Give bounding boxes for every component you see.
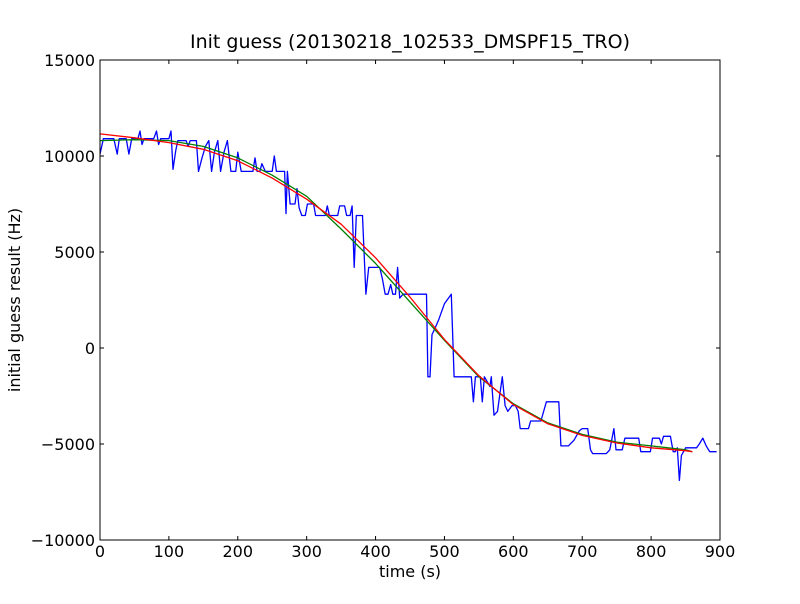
green-series-line <box>100 139 693 453</box>
blue-series-line <box>100 130 717 482</box>
y-axis-label: initial guess result (Hz) <box>5 208 24 392</box>
y-tick-label: 15000 <box>44 51 95 70</box>
y-tick-label: 10000 <box>44 147 95 166</box>
x-tick-label: 300 <box>291 542 322 561</box>
x-tick-label: 900 <box>705 542 736 561</box>
x-tick-label: 800 <box>636 542 667 561</box>
red-series-line <box>100 133 693 453</box>
y-tick-label: −5000 <box>41 435 95 454</box>
x-tick-label: 0 <box>95 542 105 561</box>
x-tick-label: 200 <box>223 542 254 561</box>
x-axis-label: time (s) <box>379 562 441 581</box>
y-tick-label: −10000 <box>31 531 95 550</box>
y-tick-label: 5000 <box>54 243 95 262</box>
x-tick-label: 500 <box>429 542 460 561</box>
plot-frame <box>99 59 721 541</box>
x-tick-label: 100 <box>154 542 185 561</box>
chart-title: Init guess (20130218_102533_DMSPF15_TRO) <box>190 31 630 53</box>
x-tick-label: 600 <box>498 542 529 561</box>
x-tick-label: 700 <box>567 542 598 561</box>
y-tick-label: 0 <box>85 339 95 358</box>
x-tick-label: 400 <box>360 542 391 561</box>
